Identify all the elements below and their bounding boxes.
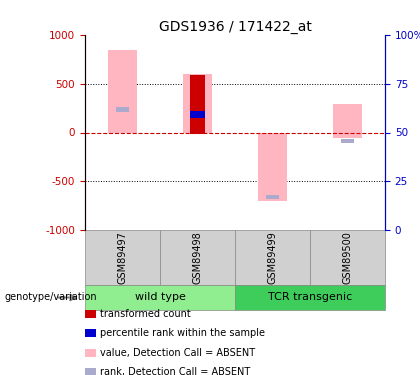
Bar: [116, 107, 129, 112]
Bar: [235, 285, 385, 310]
Bar: [190, 111, 205, 118]
Bar: [333, 104, 362, 138]
Text: percentile rank within the sample: percentile rank within the sample: [100, 328, 265, 338]
Text: transformed count: transformed count: [100, 309, 190, 319]
Text: GSM89497: GSM89497: [118, 231, 128, 284]
Text: value, Detection Call = ABSENT: value, Detection Call = ABSENT: [100, 348, 255, 358]
Bar: [310, 230, 385, 285]
Bar: [190, 75, 205, 135]
Bar: [235, 230, 310, 285]
Text: GSM89500: GSM89500: [342, 231, 352, 284]
Title: GDS1936 / 171422_at: GDS1936 / 171422_at: [159, 20, 312, 34]
Text: rank, Detection Call = ABSENT: rank, Detection Call = ABSENT: [100, 367, 250, 375]
Text: TCR transgenic: TCR transgenic: [268, 292, 352, 303]
Bar: [85, 285, 235, 310]
Bar: [266, 195, 279, 199]
Text: GSM89498: GSM89498: [192, 231, 202, 284]
Bar: [258, 132, 287, 201]
Bar: [341, 139, 354, 143]
Text: genotype/variation: genotype/variation: [4, 292, 97, 303]
Bar: [160, 230, 235, 285]
Text: GSM89499: GSM89499: [268, 231, 278, 284]
Bar: [85, 230, 160, 285]
Bar: [108, 50, 137, 132]
Bar: [191, 112, 204, 117]
Bar: [183, 74, 212, 132]
Text: wild type: wild type: [134, 292, 186, 303]
